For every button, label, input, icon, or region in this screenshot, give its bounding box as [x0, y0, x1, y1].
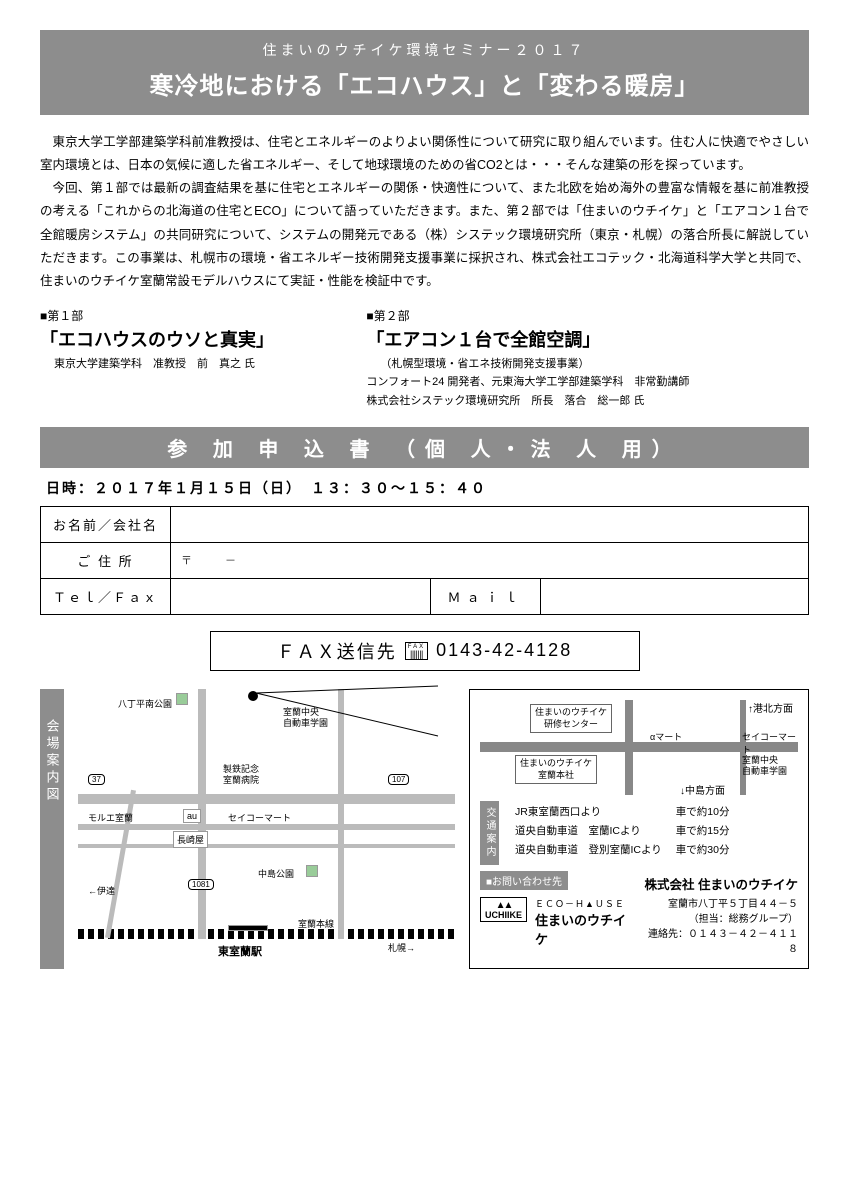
map-hospital: 製鉄記念 室蘭病院: [223, 764, 259, 786]
route-1081: 1081: [188, 879, 214, 890]
map-park1: 八丁平南公園: [118, 697, 172, 710]
intro-p1: 東京大学工学部建築学科前准教授は、住宅とエネルギーのよりよい関係性について研究に…: [40, 131, 809, 177]
application-form: お名前／会社名 ご 住 所 〒 － Ｔｅｌ／Ｆａｘ Ｍａｉｌ: [40, 506, 809, 615]
part1-title: 「エコハウスのウソと真実」: [40, 326, 346, 352]
area-map: 八丁平南公園 室蘭中央 自動車学園 製鉄記念 室蘭病院 37 107 モルエ室蘭…: [78, 689, 455, 969]
directions-label: 交通案内: [480, 801, 499, 865]
label-mail: Ｍａｉｌ: [431, 578, 541, 614]
map-to-date: ←伊達: [88, 884, 115, 897]
map-rail-line: 室蘭本線: [298, 917, 334, 930]
label-address: ご 住 所: [41, 542, 171, 578]
venue-section: 会場案内図 八丁平南公園 室蘭中央 自動車学園 製鉄記念 室蘭病院 37 107…: [40, 689, 809, 969]
program-parts: ■第１部 「エコハウスのウソと真実」 東京大学建築学科 准教授 前 真之 氏 ■…: [40, 307, 809, 411]
company-logo: ▲▲ UCHIIKE: [480, 897, 527, 922]
input-telfax[interactable]: [171, 578, 431, 614]
detail-hq: 住まいのウチイケ 室蘭本社: [515, 755, 597, 784]
input-name[interactable]: [171, 506, 809, 542]
part2-speaker1: コンフォート24 開発者、元東海大学工学部建築学科 非常勤講師: [366, 373, 809, 392]
map-nakajima: 中島公園: [258, 867, 294, 880]
brand-name: 住まいのウチイケ: [535, 910, 635, 948]
venue-tab: 会場案内図: [40, 689, 64, 969]
detail-map: 住まいのウチイケ 研修センター 住まいのウチイケ 室蘭本社 αマート セイコーマ…: [480, 700, 798, 795]
callout-lines: [248, 681, 448, 741]
map-seico: セイコーマート: [228, 811, 291, 824]
map-nagasaki: 長崎屋: [173, 831, 208, 848]
form-datetime: 日時：２０１７年１月１５日（日） １３：３０～１５：４０: [40, 468, 809, 506]
intro-p2: 今回、第１部では最新の調査結果を基に住宅とエネルギーの関係・快適性について、また…: [40, 177, 809, 293]
part2-label: ■第２部: [366, 307, 809, 324]
form-header: 参 加 申 込 書 （個 人・法 人 用）: [40, 427, 809, 468]
directions-block: 交通案内 JR東室蘭西口より車で約10分 道央自動車道 室蘭ICより車で約15分…: [480, 801, 798, 865]
fax-label: ＦＡＸ送信先: [277, 638, 397, 664]
detail-box: 住まいのウチイケ 研修センター 住まいのウチイケ 室蘭本社 αマート セイコーマ…: [469, 689, 809, 969]
header-subtitle: 住まいのウチイケ環境セミナー２０１７: [48, 40, 801, 60]
route-107: 107: [388, 774, 409, 785]
part-2: ■第２部 「エアコン１台で全館空調」 （札幌型環境・省エネ技術開発支援事業） コ…: [366, 307, 809, 411]
header-title: 寒冷地における「エコハウス」と「変わる暖房」: [48, 66, 801, 101]
arrow-south: ↓中島方面: [680, 782, 725, 797]
fax-destination: ＦＡＸ送信先 FAX||||||| 0143-42-4128: [210, 631, 640, 671]
part1-label: ■第１部: [40, 307, 346, 324]
label-name: お名前／会社名: [41, 506, 171, 542]
header-banner: 住まいのウチイケ環境セミナー２０１７ 寒冷地における「エコハウス」と「変わる暖房…: [40, 30, 809, 115]
part2-speaker2: 株式会社システック環境研究所 所長 落合 総一郎 氏: [366, 392, 809, 411]
detail-school: 室蘭中央 自動車学園: [742, 755, 787, 777]
part-1: ■第１部 「エコハウスのウソと真実」 東京大学建築学科 准教授 前 真之 氏: [40, 307, 346, 411]
detail-seico: セイコーマート: [742, 730, 798, 756]
company-address: 室蘭市八丁平５丁目４４－５ （担当：総務グループ） 連絡先：０１４３－４２－４１…: [643, 897, 798, 957]
map-station: 東室蘭駅: [218, 943, 262, 959]
part1-speaker: 東京大学建築学科 准教授 前 真之 氏: [40, 356, 346, 374]
map-to-sapporo: 札幌→: [388, 941, 415, 954]
contact-label: ■お問い合わせ先: [480, 871, 568, 890]
fax-icon: FAX|||||||: [405, 642, 428, 660]
arrow-north: ↑港北方面: [748, 700, 793, 715]
company-row: ▲▲ UCHIIKE ＥＣＯ－Ｈ▲ＵＳＥ 住まいのウチイケ 室蘭市八丁平５丁目４…: [480, 897, 798, 957]
input-address[interactable]: 〒 －: [171, 542, 809, 578]
part2-title: 「エアコン１台で全館空調」: [366, 326, 809, 352]
part2-note: （札幌型環境・省エネ技術開発支援事業）: [366, 356, 809, 374]
fax-number: 0143-42-4128: [436, 640, 572, 661]
label-telfax: Ｔｅｌ／Ｆａｘ: [41, 578, 171, 614]
brand-block: ＥＣＯ－Ｈ▲ＵＳＥ 住まいのウチイケ: [535, 897, 635, 948]
detail-center: 住まいのウチイケ 研修センター: [530, 704, 612, 733]
map-au: au: [183, 809, 201, 823]
map-morue: モルエ室蘭: [88, 811, 133, 824]
input-mail[interactable]: [541, 578, 809, 614]
directions-table: JR東室蘭西口より車で約10分 道央自動車道 室蘭ICより車で約15分 道央自動…: [507, 801, 737, 860]
route-37: 37: [88, 774, 105, 785]
eco-house-label: ＥＣＯ－Ｈ▲ＵＳＥ: [535, 897, 635, 910]
detail-amart: αマート: [650, 730, 682, 743]
intro-text: 東京大学工学部建築学科前准教授は、住宅とエネルギーのよりよい関係性について研究に…: [40, 131, 809, 293]
